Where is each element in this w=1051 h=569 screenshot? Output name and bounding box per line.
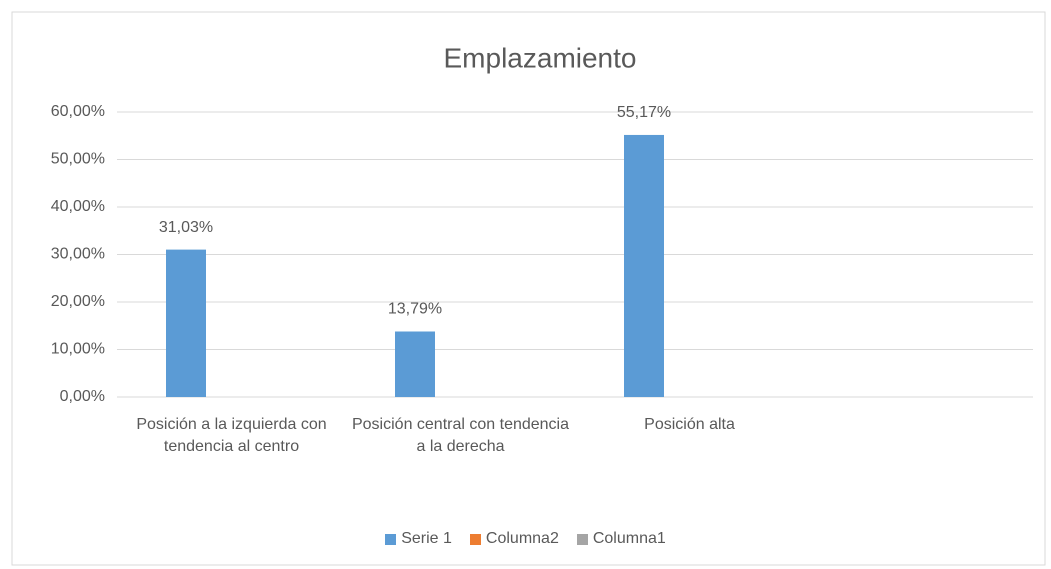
legend-item: Columna1	[576, 530, 666, 548]
y-tick-label: 30,00%	[51, 246, 105, 263]
legend-swatch	[469, 533, 481, 545]
data-label: 55,17%	[617, 104, 671, 121]
legend-label: Columna1	[592, 530, 666, 547]
y-tick-label: 40,00%	[51, 198, 105, 215]
data-label: 31,03%	[159, 219, 213, 236]
legend-item: Columna2	[469, 530, 559, 548]
bar	[624, 134, 664, 397]
legend-item: Serie 1	[385, 530, 452, 548]
bar	[395, 331, 435, 397]
legend-label: Serie 1	[401, 530, 452, 547]
y-tick-label: 50,00%	[51, 151, 105, 168]
legend-label: Columna2	[485, 530, 559, 547]
x-tick-label: Posición a la izquierda con tendencia al…	[136, 416, 327, 455]
legend-swatch	[385, 533, 397, 545]
y-tick-label: 60,00%	[51, 103, 105, 120]
legend: Serie 1 Columna2 Columna1	[0, 530, 1051, 548]
data-label: 13,79%	[388, 301, 442, 318]
bar	[166, 249, 206, 397]
legend-swatch	[576, 533, 588, 545]
y-tick-label: 20,00%	[51, 293, 105, 310]
x-tick-label: Posición alta	[644, 416, 735, 433]
chart-title: Emplazamiento	[444, 42, 637, 73]
y-tick-label: 10,00%	[51, 341, 105, 358]
y-tick-label: 0,00%	[60, 388, 105, 405]
x-tick-label: Posición central con tendencia a la dere…	[351, 416, 570, 455]
